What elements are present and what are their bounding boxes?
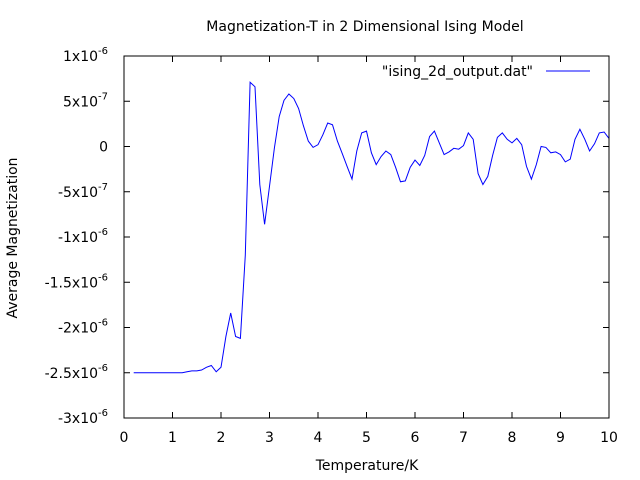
y-tick-exponent: -6 — [98, 227, 108, 238]
y-tick-exponent: -6 — [98, 318, 108, 329]
y-tick-exponent: -6 — [98, 46, 108, 57]
legend: "ising_2d_output.dat" — [382, 64, 590, 80]
y-tick-mantissa: -5x10 — [58, 185, 98, 201]
x-tick-label: 4 — [314, 430, 323, 446]
x-tick-label: 9 — [556, 430, 565, 446]
y-tick-label: -3x10-6 — [58, 408, 108, 427]
x-tick-label: 3 — [265, 430, 274, 446]
x-tick-label: 6 — [411, 430, 420, 446]
y-tick-label: 5x10-7 — [63, 91, 108, 110]
chart-title: Magnetization-T in 2 Dimensional Ising M… — [206, 19, 523, 35]
y-tick-exponent: -6 — [98, 272, 108, 283]
y-tick-mantissa: -2x10 — [58, 321, 98, 337]
y-tick-mantissa: -3x10 — [58, 411, 98, 427]
y-tick-mantissa: -2.5x10 — [45, 366, 98, 382]
y-tick-label: -2.5x10-6 — [45, 363, 108, 382]
x-axis-label: Temperature/K — [315, 458, 419, 474]
y-tick-exponent: -7 — [98, 91, 108, 102]
x-tick-label: 0 — [120, 430, 129, 446]
legend-label: "ising_2d_output.dat" — [382, 64, 533, 80]
ticks-layer: 0 1 2 3 4 5 6 7 8 9 101x10-65x10-70-5x10-7-1x10-6-… — [45, 46, 618, 446]
y-tick-label: 0 — [99, 140, 108, 156]
x-tick-label: 7 — [459, 430, 468, 446]
x-tick-label: 1 — [168, 430, 177, 446]
y-tick-label: -1x10-6 — [58, 227, 108, 246]
x-tick-label: 10 — [600, 430, 618, 446]
x-tick-label: 5 — [362, 430, 371, 446]
x-tick-label: 8 — [508, 430, 517, 446]
y-tick-mantissa: -1x10 — [58, 230, 98, 246]
y-tick-mantissa: -1.5x10 — [45, 275, 98, 291]
series-layer — [133, 81, 610, 374]
y-tick-mantissa: 1x10 — [63, 49, 98, 65]
y-tick-label: -2x10-6 — [58, 318, 108, 337]
y-tick-exponent: -6 — [98, 363, 108, 374]
y-tick-mantissa: 0 — [99, 140, 108, 156]
y-tick-label: 1x10-6 — [63, 46, 108, 65]
x-tick-label: 2 — [217, 430, 226, 446]
y-tick-mantissa: 5x10 — [63, 94, 98, 110]
y-axis-label: Average Magnetization — [5, 157, 21, 318]
y-tick-label: -5x10-7 — [58, 182, 108, 201]
y-tick-exponent: -7 — [98, 182, 108, 193]
series-line — [133, 81, 610, 374]
y-tick-label: -1.5x10-6 — [45, 272, 108, 291]
plot-frame — [123, 55, 610, 419]
y-tick-exponent: -6 — [98, 408, 108, 419]
